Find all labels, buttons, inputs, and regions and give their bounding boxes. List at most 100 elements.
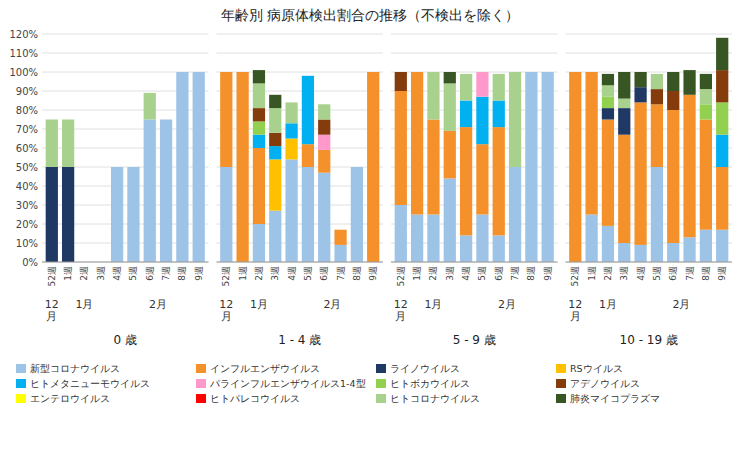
panel: 0%10%20%30%40%50%60%70%80%90%100%110%120… — [9, 29, 208, 348]
bar-segment — [351, 167, 363, 168]
bar-segment — [476, 72, 488, 73]
bar-segment — [193, 72, 205, 73]
bar-segment — [269, 146, 281, 159]
bar-segment — [525, 72, 537, 262]
bar-segment — [509, 72, 521, 73]
bar-segment — [318, 104, 330, 119]
bar-segment — [127, 167, 139, 168]
bar-segment — [716, 38, 728, 70]
bar-segment — [176, 72, 188, 73]
panel-title: 5 - 9 歳 — [453, 333, 496, 347]
bar-segment — [269, 95, 281, 108]
bar-segment — [176, 72, 188, 262]
legend-swatch — [16, 364, 26, 373]
x-tick-label: 4週 — [636, 266, 646, 281]
legend-label: RSウイルス — [570, 363, 623, 374]
bar-segment — [411, 215, 423, 263]
bar-segment — [351, 167, 363, 168]
bar-segment — [411, 72, 423, 73]
grid-line — [217, 34, 384, 35]
bar-segment — [509, 167, 521, 262]
legend-label: アデノウイルス — [570, 378, 640, 389]
bar-segment — [111, 167, 123, 168]
bar-segment — [476, 72, 488, 73]
bar-segment — [351, 167, 363, 168]
bar-segment — [569, 72, 581, 73]
bar-segment — [585, 72, 597, 73]
bar-segment — [367, 72, 379, 73]
bar-segment — [236, 72, 248, 73]
bar-segment — [525, 72, 537, 73]
bar-segment — [334, 245, 346, 262]
bar-segment — [220, 72, 232, 73]
bar-segment — [334, 229, 346, 230]
y-tick-label: 90% — [16, 86, 38, 97]
bar-segment — [351, 167, 363, 168]
bar-segment — [411, 72, 423, 73]
month-label: 12月 — [219, 298, 233, 323]
bar-segment — [569, 72, 581, 73]
bar-segment — [411, 72, 423, 73]
bar-segment — [144, 93, 156, 120]
bar-segment — [253, 121, 265, 134]
bar-segment — [667, 91, 679, 110]
x-tick-label: 1週 — [587, 266, 597, 281]
bar-segment — [651, 73, 663, 74]
bar-segment — [542, 72, 554, 262]
bar-segment — [542, 72, 554, 73]
bar-segment — [542, 72, 554, 73]
bar-segment — [220, 72, 232, 73]
bar-segment — [460, 101, 472, 128]
x-tick-label: 2週 — [254, 266, 264, 281]
bar-segment — [111, 167, 123, 168]
bar-segment — [602, 74, 614, 85]
bar-segment — [193, 72, 205, 73]
bar-segment — [351, 167, 363, 168]
panel: 52週1週2週3週4週5週6週7週8週9週12月1月2月10 - 19 歳 — [566, 34, 733, 347]
bar-segment — [160, 119, 172, 120]
bar-segment — [176, 72, 188, 73]
y-tick-label: 40% — [16, 181, 38, 192]
bar-segment — [651, 167, 663, 262]
bar-segment — [236, 72, 248, 73]
bar-segment — [683, 237, 695, 262]
bar-segment — [127, 167, 139, 168]
bar-segment — [585, 72, 597, 73]
bar-segment — [602, 226, 614, 262]
x-tick-label: 9週 — [717, 266, 727, 281]
grid-line — [566, 53, 733, 54]
bar-segment — [269, 211, 281, 262]
figure-title: 年齢別 病原体検出割合の推移（不検出を除く） — [221, 7, 519, 23]
bar-segment — [111, 167, 123, 168]
bar-segment — [176, 72, 188, 73]
bar-segment — [700, 74, 712, 89]
legend-swatch — [16, 379, 26, 388]
bar-segment — [569, 72, 581, 73]
x-tick-label: 6週 — [145, 266, 155, 281]
bar-segment — [493, 73, 505, 74]
bar-segment — [509, 72, 521, 167]
bar-segment — [176, 72, 188, 73]
bar-segment — [667, 72, 679, 91]
bar-segment — [285, 123, 297, 138]
bar-segment — [411, 72, 423, 73]
bar-segment — [525, 72, 537, 73]
bar-segment — [525, 72, 537, 73]
panel: 52週1週2週3週4週5週6週7週8週9週12月1月2月1 - 4 歳 — [217, 34, 384, 347]
bar-segment — [585, 72, 597, 73]
bar-segment — [193, 72, 205, 73]
bar-segment — [411, 72, 423, 73]
bar-segment — [700, 230, 712, 262]
panel-title: 10 - 19 歳 — [620, 333, 678, 347]
bar-segment — [525, 72, 537, 73]
bar-segment — [395, 72, 407, 73]
bar-segment — [542, 72, 554, 73]
bar-segment — [334, 229, 346, 230]
legend-label: エンテロウイルス — [30, 393, 110, 404]
bar-segment — [193, 72, 205, 73]
bar-segment — [302, 75, 314, 76]
x-tick-label: 52週 — [221, 266, 231, 286]
x-tick-label: 5週 — [128, 266, 138, 281]
bar-segment — [334, 230, 346, 245]
bar-segment — [236, 72, 248, 73]
